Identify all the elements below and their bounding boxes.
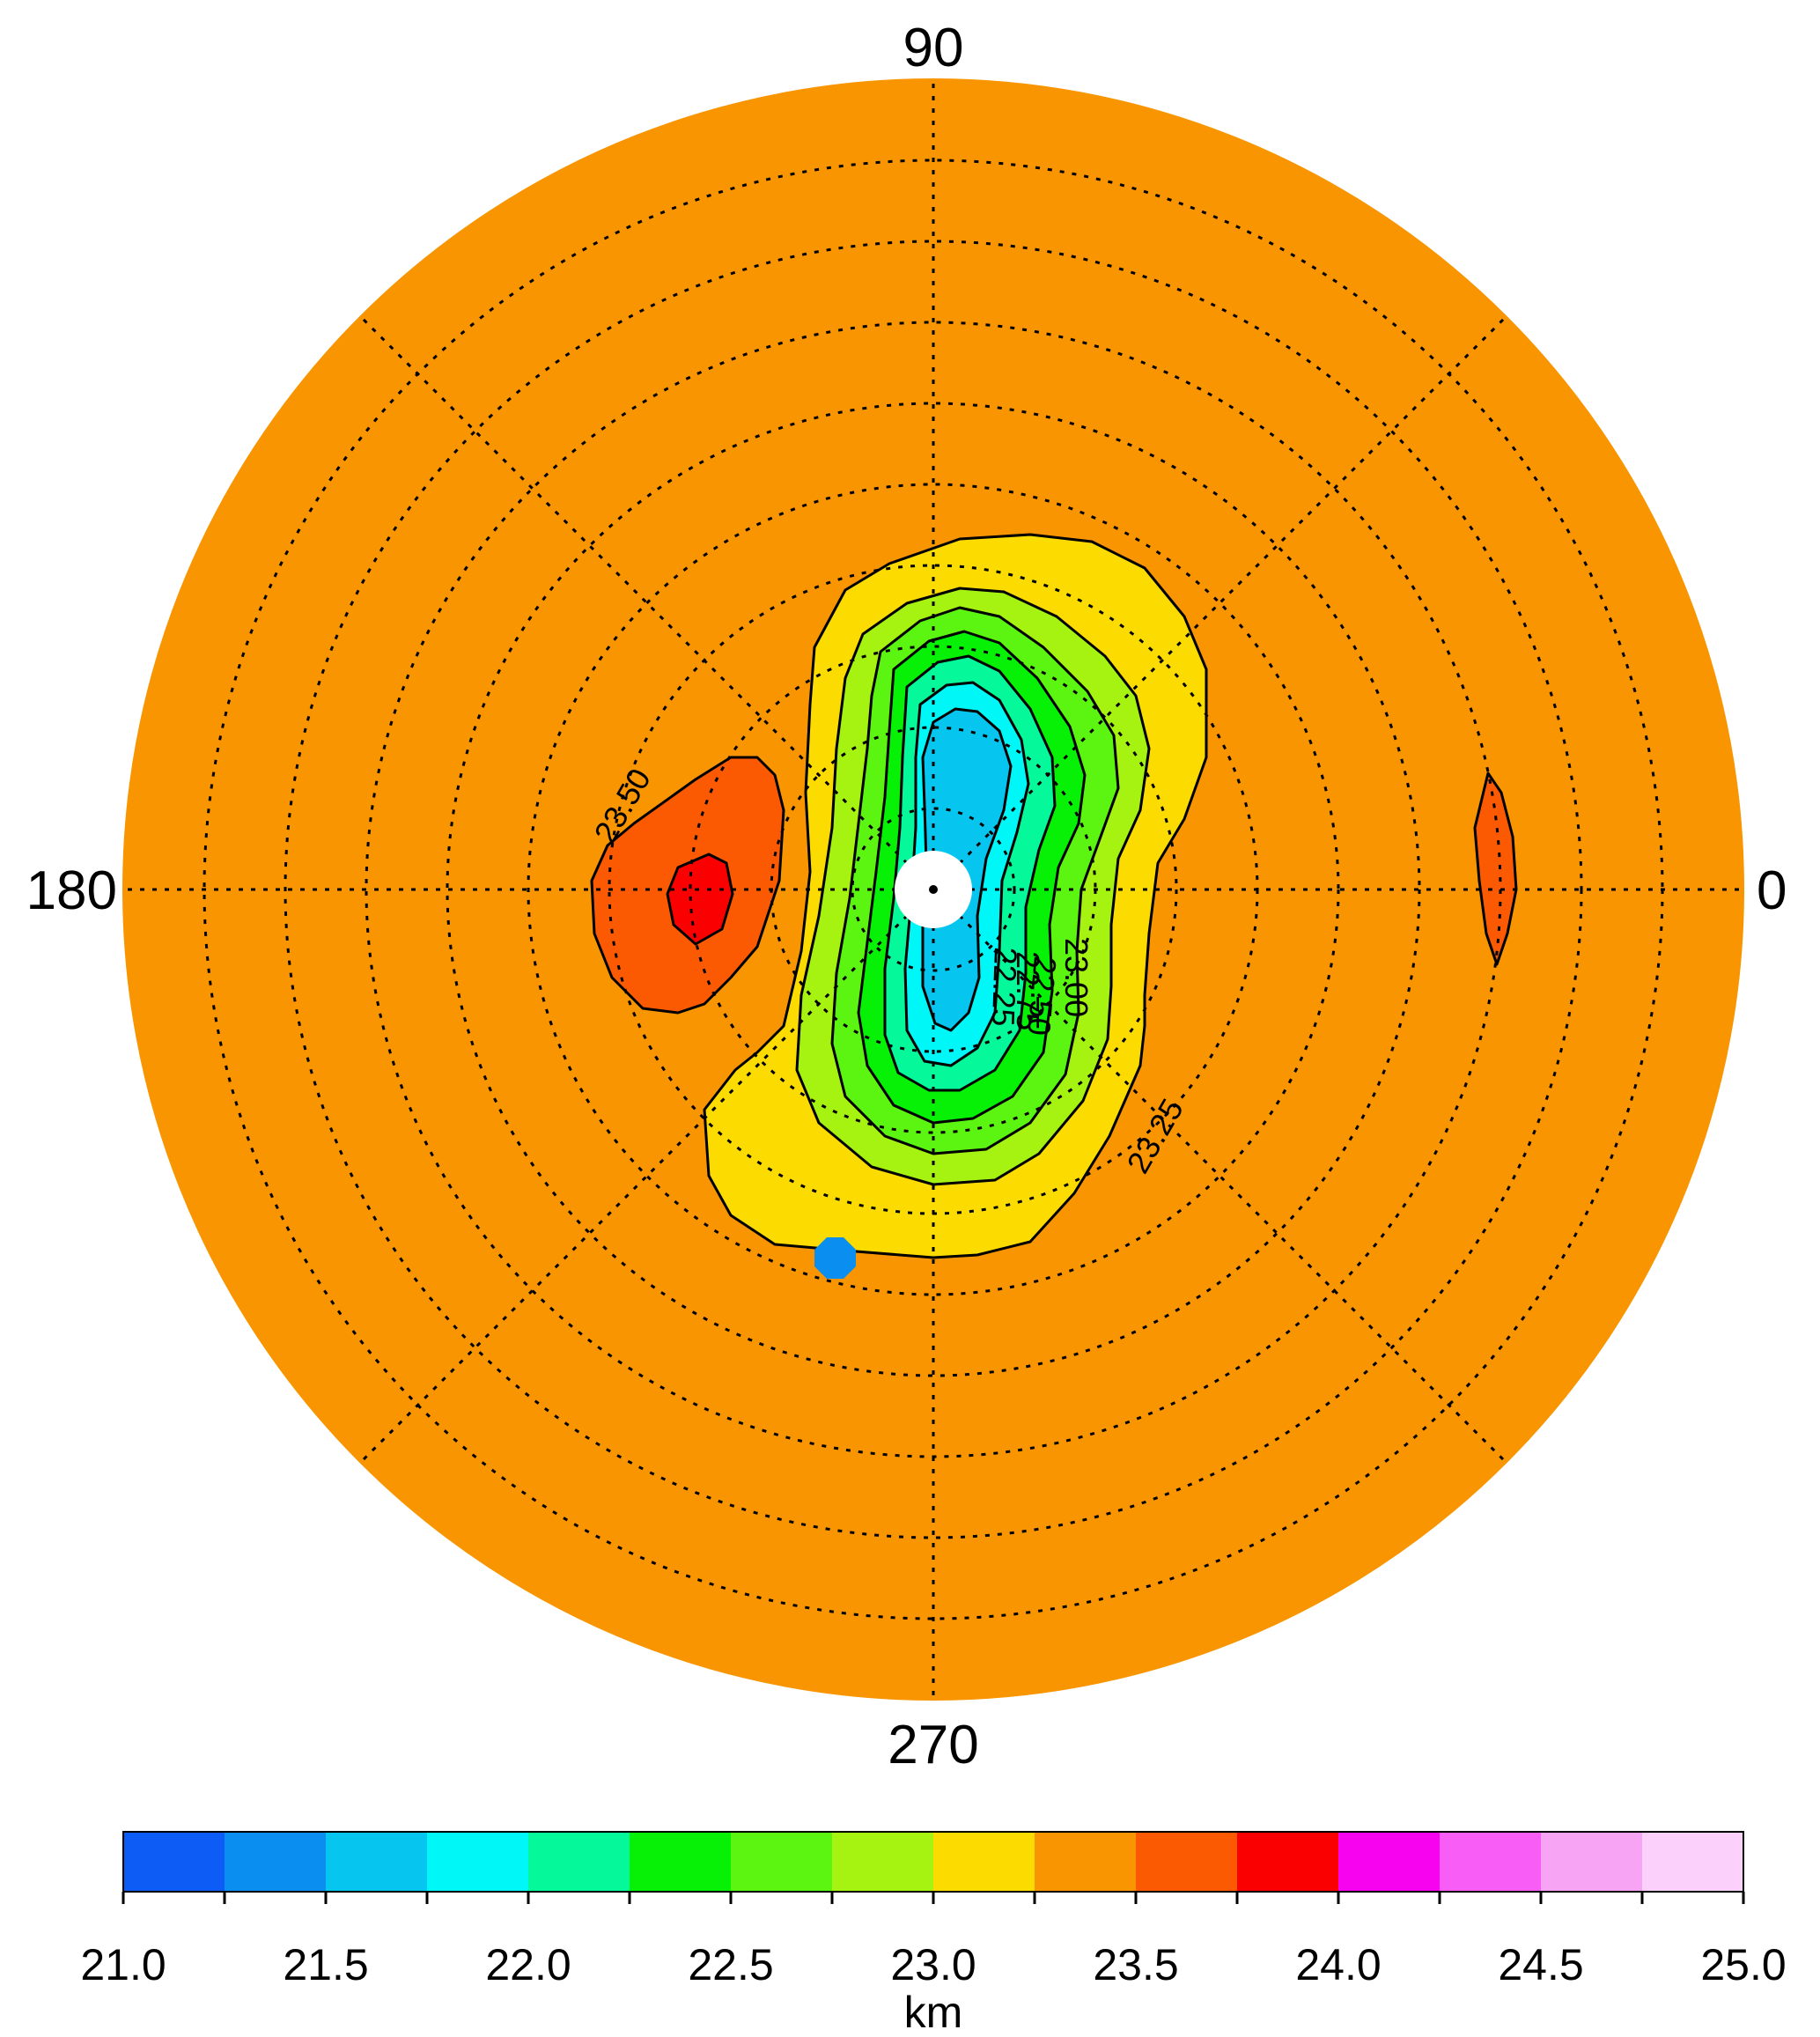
colorbar-tick-labels: 21.0 21.5 22.0 22.5 23.0 23.5 24.0 24.5 25.0 — [80, 1940, 1786, 1989]
contour-label: 22.50 — [1021, 955, 1064, 1037]
angle-label-180: 180 — [26, 860, 117, 921]
colorbar-segment — [933, 1832, 1035, 1892]
colorbar-segment — [326, 1832, 428, 1892]
colorbar-segment — [1035, 1832, 1137, 1892]
colorbar-segment — [1136, 1832, 1238, 1892]
colorbar — [122, 1831, 1744, 1893]
angle-labels: 90 180 0 270 — [26, 18, 1787, 1775]
colorbar-segment — [731, 1832, 833, 1892]
contour-regions — [590, 533, 1518, 1259]
contour-label: 22.25 — [985, 947, 1024, 1027]
colorbar-segment — [1541, 1832, 1643, 1892]
grid-ring — [851, 807, 1016, 972]
colorbar-segment — [427, 1832, 529, 1892]
colorbar-segment — [123, 1832, 225, 1892]
location-marker — [814, 1237, 856, 1279]
grid-ring — [284, 240, 1583, 1539]
grid-ring — [446, 402, 1421, 1377]
colorbar-tick-label: 24.5 — [1498, 1940, 1583, 1989]
colorbar-segment — [1440, 1832, 1542, 1892]
pole-center-dot — [929, 885, 938, 894]
colorbar-tick-label: 24.0 — [1295, 1940, 1381, 1989]
colorbar-segment — [225, 1832, 327, 1892]
contour-label: 22.75 — [1010, 951, 1046, 1030]
colorbar-tick-label: 21.5 — [283, 1940, 368, 1989]
colorbar-segment — [1237, 1832, 1339, 1892]
colorbar-tick-label: 23.0 — [890, 1940, 976, 1989]
colorbar-unit: km — [904, 1988, 963, 2037]
colorbar-tick-label: 22.0 — [485, 1940, 571, 1989]
contour-label: 23.00 — [1058, 938, 1094, 1017]
angle-label-270: 270 — [888, 1715, 978, 1775]
contour-region-red — [666, 852, 734, 946]
colorbar-ticks — [122, 1892, 1745, 1904]
angle-label-0: 0 — [1757, 860, 1787, 921]
colorbar-tick-label: 23.5 — [1093, 1940, 1178, 1989]
contour-region-redorange-right — [1473, 771, 1518, 966]
colorbar-tick-label: 21.0 — [80, 1940, 166, 1989]
polar-plot-outline — [122, 78, 1744, 1701]
grid-ring — [527, 483, 1340, 1296]
colorbar-tick-label: 25.0 — [1700, 1940, 1786, 1989]
colorbar-segment — [1338, 1832, 1441, 1892]
colorbar-segment — [630, 1832, 732, 1892]
grid-ring — [689, 645, 1178, 1134]
colorbar-tick-label: 22.5 — [688, 1940, 773, 1989]
colorbar-segment — [832, 1832, 934, 1892]
angle-label-90: 90 — [903, 18, 964, 78]
colorbar-segment — [528, 1832, 630, 1892]
colorbar-segment — [1642, 1832, 1744, 1892]
